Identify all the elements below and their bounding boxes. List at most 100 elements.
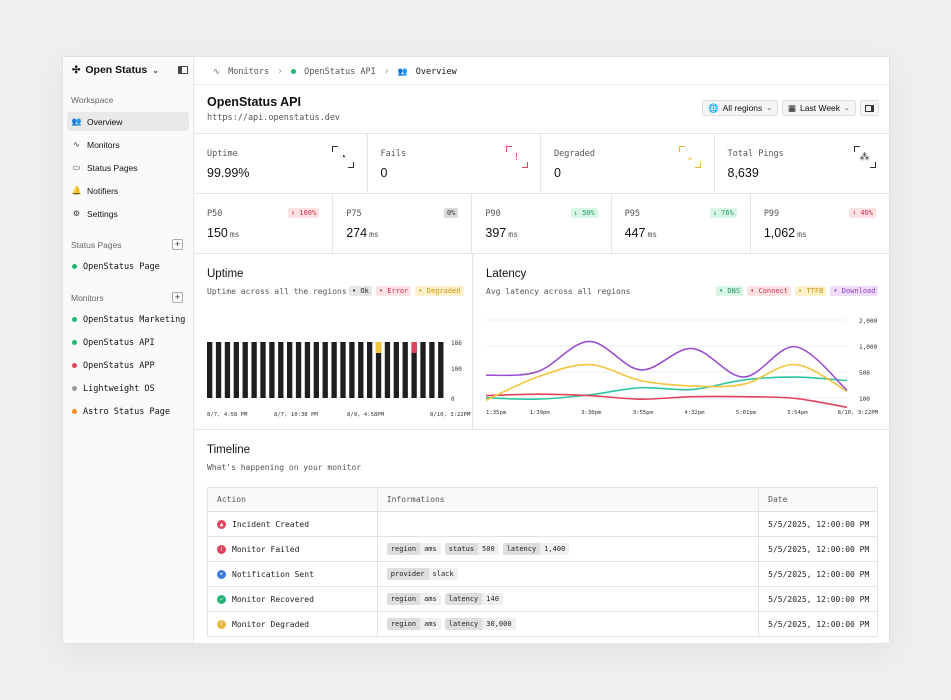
uptime-chart: 186 100 0 8/7, 4:58 PM 8/7, 10:38 PM 8/9, 4:5…: [207, 340, 471, 418]
uptime-bar[interactable]: [331, 342, 337, 398]
info-value: ams: [420, 593, 441, 605]
uptime-bar[interactable]: [384, 342, 391, 398]
uptime-bar[interactable]: [287, 342, 293, 398]
uptime-bar[interactable]: [224, 342, 231, 398]
uptime-bar[interactable]: [402, 342, 408, 398]
breadcrumb-monitor[interactable]: OpenStatus API: [304, 66, 376, 77]
percentile-change-badge: ↑ 40%: [848, 208, 877, 218]
uptime-bar[interactable]: [411, 342, 417, 398]
latency-series-download[interactable]: [485, 340, 848, 391]
legend-item-connect: • Connect: [747, 286, 792, 296]
uptime-bar[interactable]: [269, 342, 275, 398]
uptime-bar[interactable]: [233, 342, 239, 398]
workspace-switcher[interactable]: ✣ Open Status ⌄: [72, 64, 159, 76]
action-cell: ✓ Monitor Recovered: [207, 586, 378, 612]
percentile-value-wrap: 150 ms: [207, 226, 240, 240]
brand-name: Open Status: [85, 64, 148, 76]
uptime-bar[interactable]: [340, 342, 346, 398]
sidebar-item-overview[interactable]: 👥 Overview: [67, 112, 189, 131]
uptime-x-tick: 8/7, 4:58 PM: [207, 412, 248, 418]
stat-value: 8,639: [727, 166, 759, 180]
latency-panel: Latency Avg latency across all regions •…: [473, 253, 889, 429]
date-cell: 5/5/2025, 12:00:00 PM: [758, 561, 878, 587]
table-row[interactable]: ➤ Notification Sent provider slack 5/5/2025,…: [207, 561, 878, 587]
uptime-y-tick: 100: [451, 366, 462, 373]
chevron-right-icon: ›: [383, 66, 390, 77]
action-cell: ! Monitor Degraded: [207, 611, 378, 637]
sidebar-monitor-item[interactable]: Astro Status Page: [67, 402, 189, 421]
uptime-bar[interactable]: [242, 342, 248, 398]
table-row[interactable]: ! Monitor Degraded region ams latency 30,000 5…: [207, 611, 878, 637]
column-header-action: Action: [207, 487, 378, 512]
uptime-bar[interactable]: [304, 342, 311, 398]
add-status-page-button[interactable]: +: [172, 239, 183, 250]
action-cell: ! Monitor Failed: [207, 536, 378, 562]
stat-degraded: Degraded 0 ⌄: [541, 134, 715, 193]
uptime-bar[interactable]: [295, 342, 302, 398]
stat-fails: Fails 0!: [368, 134, 541, 193]
latency-series-dns[interactable]: [485, 376, 848, 401]
uptime-bar[interactable]: [367, 342, 373, 398]
uptime-bar[interactable]: [393, 342, 399, 398]
sidebar-monitor-item[interactable]: Lightweight OS: [67, 379, 189, 398]
sidebar-item-monitors[interactable]: ∿ Monitors: [67, 135, 189, 154]
panel-toggle-button[interactable]: [860, 100, 879, 116]
region-select[interactable]: 🌐 All regions ⌄: [702, 100, 779, 116]
uptime-bar[interactable]: [358, 342, 364, 398]
uptime-bar[interactable]: [322, 342, 328, 398]
timeline-table: Action Informations Date ▲ Incident Creat…: [207, 487, 878, 637]
sidebar-item-status-pages[interactable]: ▭ Status Pages: [67, 158, 189, 177]
table-row[interactable]: ▲ Incident Created 5/5/2025, 12:00:00 PM: [207, 511, 878, 537]
uptime-bar[interactable]: [207, 342, 213, 398]
latency-x-tick: 4:32pm: [684, 410, 705, 416]
percentile-value: 1,062: [763, 226, 796, 240]
sidebar-item-settings[interactable]: ⚙ Settings: [67, 204, 189, 223]
uptime-bar[interactable]: [375, 342, 382, 398]
sidebar-item-label: Status Pages: [87, 162, 138, 173]
sidebar-monitor-item[interactable]: OpenStatus API: [67, 333, 189, 352]
percentile-value-wrap: 447 ms: [625, 226, 658, 240]
info-value: slack: [428, 568, 458, 580]
stat-label: Uptime: [207, 149, 238, 159]
legend-item-error: • Error: [375, 286, 412, 296]
uptime-bar[interactable]: [429, 342, 435, 398]
breadcrumb-monitors[interactable]: Monitors: [228, 66, 270, 77]
table-row[interactable]: ! Monitor Failed region ams status 500 latency…: [207, 536, 878, 562]
table-row[interactable]: ✓ Monitor Recovered region ams latency 140 5/5…: [207, 586, 878, 612]
sidebar-toggle-icon[interactable]: [178, 66, 188, 74]
sidebar: ✣ Open Status ⌄ Workspace 👥 Overview ∿ Moni…: [63, 57, 194, 643]
sidebar-monitor-item[interactable]: OpenStatus Marketing: [67, 310, 189, 329]
latency-legend: • DNS • Connect • TTFB • Download: [716, 286, 879, 296]
latency-series-connect[interactable]: [485, 393, 848, 409]
uptime-bar[interactable]: [420, 342, 426, 398]
uptime-bar[interactable]: [313, 342, 319, 398]
uptime-bar[interactable]: [278, 342, 284, 398]
uptime-bar[interactable]: [251, 342, 257, 398]
uptime-bar[interactable]: [215, 342, 222, 398]
stat-label: Degraded: [554, 149, 595, 159]
latency-subtitle: Avg latency across all regions: [486, 287, 631, 296]
monitor-label: OpenStatus Marketing: [83, 314, 186, 325]
uptime-bar[interactable]: [260, 342, 266, 398]
date-cell: 5/5/2025, 12:00:00 PM: [758, 536, 878, 562]
latency-y-tick: 100: [859, 396, 870, 403]
status-dot: [72, 340, 77, 345]
siren-icon: ▲: [217, 519, 226, 529]
sidebar-item-notifiers[interactable]: 🔔 Notifiers: [67, 181, 189, 200]
uptime-title: Uptime: [207, 268, 244, 280]
latency-x-tick: 1:39pm: [530, 410, 551, 416]
sidebar-status-page-item[interactable]: OpenStatus Page: [67, 257, 189, 276]
uptime-legend: • Ok • Error • Degraded: [349, 286, 464, 296]
percentile-value: 447: [624, 226, 646, 240]
info-tag: region ams: [386, 543, 441, 555]
stat-value: 0: [554, 166, 561, 180]
users-icon: 👥: [397, 67, 408, 76]
sidebar-item-label: Overview: [87, 116, 123, 127]
latency-series-ttfb[interactable]: [485, 363, 848, 401]
date-range-select[interactable]: ▦ Last Week ⌄: [782, 100, 856, 116]
uptime-bar[interactable]: [438, 342, 444, 398]
uptime-bar[interactable]: [349, 342, 355, 398]
sidebar-monitor-item[interactable]: OpenStatus APP: [67, 356, 189, 375]
page-title: OpenStatus API: [207, 95, 301, 109]
add-monitor-button[interactable]: +: [172, 292, 183, 303]
